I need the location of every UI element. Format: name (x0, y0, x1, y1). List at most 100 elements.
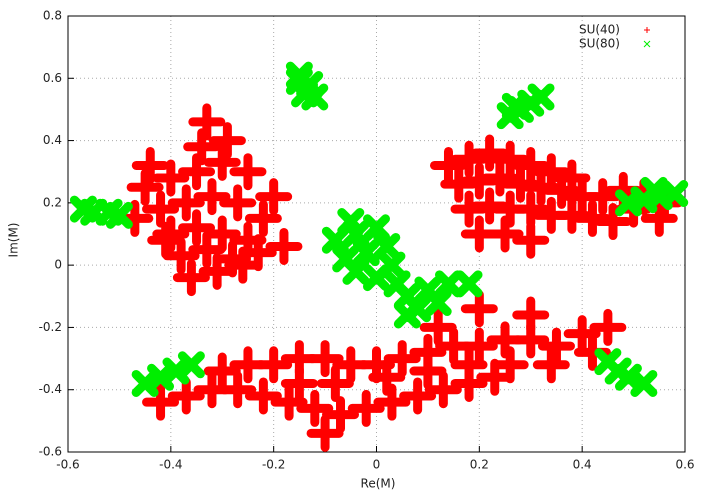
y-tick-label: 0.6 (43, 71, 62, 85)
point (178, 153, 216, 191)
x-tick-label: 0.6 (675, 458, 694, 472)
point (142, 190, 180, 228)
point (229, 153, 267, 191)
point (306, 340, 344, 378)
legend-label: SU(40) (579, 23, 620, 37)
x-tick-label: 0 (373, 458, 381, 472)
point (219, 371, 257, 409)
y-tick-label: -0.4 (39, 382, 62, 396)
point (543, 171, 581, 209)
x-axis-label: Re(M) (361, 477, 396, 491)
point (512, 296, 550, 334)
point (224, 246, 262, 284)
point (584, 178, 622, 216)
point (383, 340, 421, 378)
point (481, 159, 519, 197)
point (434, 270, 462, 298)
point (167, 184, 205, 222)
y-tick-label: 0.2 (43, 195, 62, 209)
point (270, 383, 308, 421)
point (301, 83, 329, 111)
point (208, 122, 246, 160)
point (177, 351, 205, 379)
point (203, 352, 241, 390)
y-tick-label: 0.4 (43, 133, 62, 147)
point (532, 346, 570, 384)
point (193, 178, 231, 216)
y-tick-label: 0 (54, 258, 62, 272)
legend-marker (644, 27, 650, 33)
x-tick-label: -0.2 (262, 458, 285, 472)
point (460, 290, 498, 328)
point (363, 214, 390, 242)
point (167, 377, 205, 415)
point (424, 289, 452, 317)
point (527, 83, 555, 111)
point (306, 414, 344, 452)
point (512, 146, 550, 184)
y-axis-label: Im(M) (7, 223, 21, 258)
point (203, 143, 241, 181)
point (280, 364, 318, 402)
point (255, 346, 293, 384)
point (429, 146, 467, 184)
point (178, 209, 216, 247)
point (501, 92, 529, 120)
point (491, 140, 529, 178)
point (393, 301, 421, 329)
point (131, 146, 169, 184)
point (203, 215, 241, 253)
point (219, 184, 257, 222)
point (486, 215, 524, 253)
point (152, 159, 190, 197)
point (198, 252, 236, 290)
plot-frame (67, 15, 686, 453)
point (594, 203, 632, 241)
point (491, 346, 529, 384)
x-tick-label: -0.4 (159, 458, 182, 472)
point (450, 140, 488, 178)
point (537, 327, 575, 365)
point (450, 346, 488, 384)
point (368, 358, 406, 396)
point (640, 176, 668, 204)
point (316, 364, 354, 402)
point (142, 383, 180, 421)
point (589, 308, 627, 346)
point (285, 61, 313, 89)
point (512, 190, 550, 228)
point (419, 308, 457, 346)
point (352, 239, 380, 267)
point (188, 103, 226, 141)
x-tick-label: 0.2 (470, 458, 489, 472)
point (512, 221, 550, 259)
point (162, 237, 200, 275)
point (147, 221, 185, 259)
point (105, 201, 133, 229)
point (322, 396, 360, 434)
x-tick-label: 0.4 (573, 458, 592, 472)
y-tick-label: 0.8 (43, 9, 62, 23)
point (342, 257, 370, 285)
point (460, 327, 498, 365)
point (399, 377, 437, 415)
point (255, 178, 293, 216)
point (563, 315, 601, 353)
point (471, 134, 509, 172)
point (373, 383, 411, 421)
point (661, 180, 689, 208)
point (409, 352, 447, 390)
point (455, 270, 483, 298)
legend-label: SU(80) (579, 37, 620, 51)
point (337, 208, 365, 236)
x-tick-label: -0.6 (56, 458, 79, 472)
point (265, 227, 303, 265)
point (378, 251, 406, 279)
point (347, 389, 385, 427)
y-tick-label: -0.2 (39, 320, 62, 334)
point (183, 128, 221, 166)
point (640, 199, 678, 237)
point (172, 259, 210, 297)
